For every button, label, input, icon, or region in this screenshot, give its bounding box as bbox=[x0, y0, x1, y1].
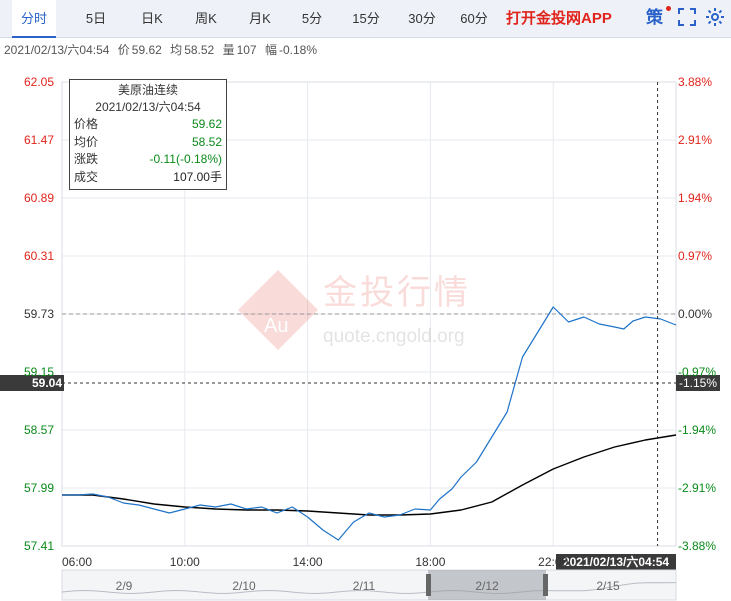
info-avg: 58.52 bbox=[184, 43, 215, 57]
tab-5-day[interactable]: 5日 bbox=[85, 11, 107, 26]
tooltip-avg: 58.52 bbox=[191, 134, 222, 149]
tab-5-min[interactable]: 5分 bbox=[301, 11, 323, 26]
overview-date-label: 2/10 bbox=[232, 579, 256, 593]
open-app-link[interactable]: 打开金投网APP bbox=[506, 10, 612, 27]
crosshair-time-box bbox=[556, 554, 676, 570]
overview-line bbox=[61, 582, 677, 595]
watermark-url: quote.cngold.org bbox=[323, 326, 465, 347]
cngold-logo bbox=[238, 270, 318, 350]
gear-icon bbox=[706, 8, 724, 26]
y-tick-right: 3.88% bbox=[678, 75, 712, 89]
overview-date-label: 2/9 bbox=[116, 579, 133, 593]
info-volume-label: 量 bbox=[222, 43, 235, 57]
watermark-brand: 金投行情 bbox=[323, 273, 471, 313]
overview-track bbox=[61, 569, 677, 601]
strategy-button[interactable]: 策 bbox=[646, 6, 671, 29]
tab-intraday[interactable]: 分时 bbox=[12, 0, 56, 38]
tab-monthly-k[interactable]: 月K bbox=[249, 11, 271, 26]
overview-handle-left[interactable] bbox=[426, 574, 431, 596]
y-tick-left: 59.73 bbox=[24, 307, 54, 321]
crosshair-price-label: 59.04 bbox=[32, 376, 62, 390]
overview-selection bbox=[428, 570, 546, 600]
tooltip-datetime: 2021/02/13/六04:54 bbox=[95, 100, 201, 114]
y-tick-left: 62.05 bbox=[24, 75, 54, 89]
info-change-label: 幅 bbox=[264, 43, 277, 57]
y-tick-right: 0.00% bbox=[678, 307, 712, 321]
tooltip-volume-row: 成交 107.00手 bbox=[74, 169, 222, 187]
info-datetime: 2021/02/13/六04:54 bbox=[4, 43, 110, 57]
tooltip-price-label: 价格 bbox=[74, 117, 99, 131]
tooltip-price: 59.62 bbox=[191, 117, 222, 131]
avg-price-line bbox=[62, 434, 677, 516]
tooltip-avg-row: 均价 58.52 bbox=[74, 134, 222, 152]
tab-weekly-k[interactable]: 周K bbox=[195, 11, 217, 26]
tab-60-min[interactable]: 60分 bbox=[460, 11, 488, 26]
tab-15-min[interactable]: 15分 bbox=[352, 11, 380, 26]
cngold-logo-text: Au bbox=[264, 315, 288, 337]
cngold-watermark: Au 金投行情 quote.cngold.org bbox=[238, 270, 471, 350]
price-line bbox=[62, 306, 677, 541]
quote-info-line: 2021/02/13/六04:54 价 59.62 均 58.52 量 107 幅 -0… bbox=[4, 40, 322, 60]
info-change: -0.18% bbox=[278, 43, 317, 57]
settings-button[interactable] bbox=[705, 7, 727, 29]
period-tabbar: 分时 5日 日K 周K 月K 5分 15分 30分 60分 打开金投网APP 策 bbox=[0, 0, 731, 38]
overview-date-label: 2/12 bbox=[475, 579, 499, 593]
tooltip-change: -0.11(-0.18%) bbox=[149, 152, 222, 166]
strategy-icon: 策 bbox=[646, 8, 663, 27]
y-tick-right: 2.91% bbox=[678, 133, 712, 147]
fullscreen-icon bbox=[678, 8, 696, 26]
y-tick-left: 57.41 bbox=[24, 539, 54, 553]
x-tick: 14:00 bbox=[293, 555, 323, 569]
tooltip-avg-label: 均价 bbox=[74, 134, 99, 149]
x-tick: 10:00 bbox=[170, 555, 200, 569]
crosshair-pct-box bbox=[676, 375, 720, 391]
x-tick: 22:00 bbox=[538, 555, 568, 569]
notification-dot bbox=[666, 6, 671, 11]
tab-daily-k[interactable]: 日K bbox=[141, 11, 163, 26]
info-avg-label: 均 bbox=[170, 43, 183, 57]
info-price-label: 价 bbox=[117, 43, 130, 57]
y-tick-left: 61.47 bbox=[24, 133, 54, 147]
y-tick-left: 57.99 bbox=[24, 481, 54, 495]
y-tick-right: 0.97% bbox=[678, 249, 712, 263]
tooltip-price-row: 价格 59.62 bbox=[74, 116, 222, 134]
y-tick-left: 59.15 bbox=[24, 365, 54, 379]
y-tick-right: -1.94% bbox=[678, 423, 716, 437]
crosshair-pct-label: -1.15% bbox=[679, 376, 717, 390]
x-tick: 18:00 bbox=[415, 555, 445, 569]
y-tick-right: -2.91% bbox=[678, 481, 716, 495]
y-tick-left: 58.57 bbox=[24, 423, 54, 437]
tooltip-volume-label: 成交 bbox=[74, 169, 99, 184]
y-tick-left: 60.89 bbox=[24, 191, 54, 205]
tab-30-min[interactable]: 30分 bbox=[408, 11, 436, 26]
tooltip-change-row: 涨跌 -0.11(-0.18%) bbox=[74, 151, 222, 169]
y-tick-right: 1.94% bbox=[678, 191, 712, 205]
tooltip-title: 美原油连续 bbox=[117, 83, 178, 97]
y-tick-left: 60.31 bbox=[24, 249, 54, 263]
info-price: 59.62 bbox=[131, 43, 162, 57]
data-tooltip: 美原油连续 2021/02/13/六04:54 价格 59.62 均价 58.52 … bbox=[69, 79, 227, 190]
crosshair-time-label: 2021/02/13/六04:54 bbox=[563, 554, 669, 569]
tooltip-volume: 107.00手 bbox=[173, 169, 222, 184]
overview-date-label: 2/15 bbox=[596, 579, 620, 593]
y-tick-right: -0.97% bbox=[678, 365, 716, 379]
y-tick-right: -3.88% bbox=[678, 539, 716, 553]
overview-handle-right[interactable] bbox=[543, 574, 548, 596]
fullscreen-button[interactable] bbox=[677, 7, 699, 29]
crosshair-price-box bbox=[0, 375, 64, 391]
x-tick: 06:00 bbox=[62, 555, 92, 569]
overview-date-label: 2/11 bbox=[353, 579, 376, 593]
time-overview-navigator: 2/9 2/10 2/11 2/12 2/15 bbox=[61, 569, 677, 601]
tooltip-change-label: 涨跌 bbox=[74, 152, 99, 166]
info-volume: 107 bbox=[236, 43, 257, 57]
